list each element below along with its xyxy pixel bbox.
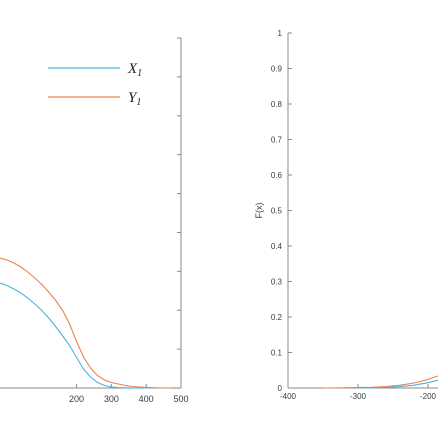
right-y-tick-label: 0.9 bbox=[271, 65, 283, 74]
right-chart: 0 0.1 0.2 0.3 0.4 0.5 0.6 0.7 0.8 0.9 1 -400 -300 -20… bbox=[254, 29, 438, 401]
left-x-tick-label: 300 bbox=[104, 394, 119, 404]
left-x-tick-label: 500 bbox=[173, 394, 188, 404]
right-y-tick-label: 0.8 bbox=[271, 100, 283, 109]
right-y-tick-label: 1 bbox=[278, 29, 283, 38]
series-line-y1 bbox=[0, 257, 171, 389]
right-y-axis-label: F(x) bbox=[254, 203, 264, 219]
legend-box bbox=[38, 50, 174, 114]
right-x-tick-label: -300 bbox=[350, 392, 367, 401]
right-y-tick-label: 0.1 bbox=[271, 349, 283, 358]
series-line-x1 bbox=[0, 282, 168, 389]
right-x-tick-label: -400 bbox=[280, 392, 297, 401]
cdf-series-line-0 bbox=[322, 375, 438, 389]
right-y-tick-label: 0.4 bbox=[271, 242, 283, 251]
right-y-tick-label: 0.2 bbox=[271, 313, 283, 322]
cdf-series-line-1 bbox=[357, 379, 438, 389]
right-y-tick-label: 0.6 bbox=[271, 171, 283, 180]
right-x-tick-label: -200 bbox=[420, 392, 437, 401]
left-x-tick-label: 200 bbox=[69, 394, 84, 404]
left-x-tick-label: 400 bbox=[139, 394, 154, 404]
right-y-tick-label: 0.7 bbox=[271, 136, 283, 145]
right-y-tick-label: 0.5 bbox=[271, 207, 283, 216]
right-y-tick-label: 0.3 bbox=[271, 278, 283, 287]
right-y-tick-label: 0 bbox=[278, 384, 283, 393]
